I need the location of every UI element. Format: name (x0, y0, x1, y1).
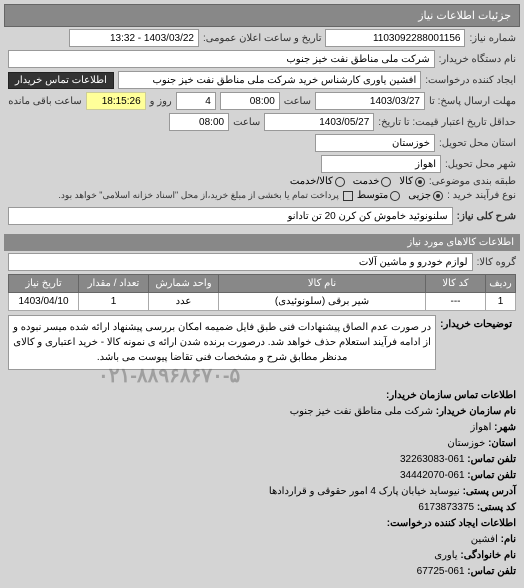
credit-radio-medium[interactable]: متوسط (357, 190, 400, 201)
validity-time: 08:00 (169, 113, 229, 131)
requester-value: افشین یاوری کارشناس خرید شرکت ملی مناطق … (118, 71, 421, 89)
radio-icon (381, 177, 391, 187)
desc-text: در صورت عدم الصاق پیشنهادات فنی طبق فایل… (8, 315, 436, 370)
city-value: اهواز (321, 155, 441, 173)
radio-icon (433, 191, 443, 201)
page-header: جزئیات اطلاعات نیاز (4, 4, 520, 27)
main-desc-label: شرح کلی نیاز: (457, 211, 516, 222)
province-value: خوزستان (315, 134, 435, 152)
radio-icon (415, 177, 425, 187)
radio-icon (390, 191, 400, 201)
announce-label: تاریخ و ساعت اعلان عمومی: (203, 33, 322, 44)
buyer-value: شرکت ملی مناطق نفت خیز جنوب (8, 50, 435, 68)
budget-radio-kala[interactable]: کالا (399, 176, 425, 187)
group-label: گروه کالا: (477, 257, 516, 268)
remaining-label: ساعت باقی مانده (8, 96, 81, 107)
cell-row: 1 (486, 293, 516, 311)
remaining-time: 18:15:26 (86, 92, 146, 110)
radio-icon (335, 177, 345, 187)
deadline-label: مهلت ارسال پاسخ: تا (429, 96, 516, 107)
budget-label: طبقه بندی موضوعی: (429, 176, 516, 187)
buyer-label: نام دستگاه خریدار: (439, 54, 516, 65)
contact-province: استان: خوزستان (8, 436, 516, 452)
cell-qty: 1 (79, 293, 149, 311)
requester-label: ایجاد کننده درخواست: (425, 75, 516, 86)
col-name: نام کالا (219, 275, 426, 293)
table-row: 1 --- شیر برقی (سلونوئیدی) عدد 1 1403/04… (9, 293, 516, 311)
page-title: جزئیات اطلاعات نیاز (418, 10, 511, 22)
goods-section-title: اطلاعات کالاهای مورد نیاز (407, 237, 514, 248)
col-qty: تعداد / مقدار (79, 275, 149, 293)
contact-phone: تلفن تماس: 061-32263083 (8, 452, 516, 468)
contact-buyer-button[interactable]: اطلاعات تماس خریدار (8, 72, 114, 89)
days-count: 4 (176, 92, 216, 110)
credit-note: پرداخت تمام یا بخشی از مبلغ خرید،از محل … (58, 190, 338, 201)
number-label: شماره نیاز: (469, 33, 516, 44)
time-label-2: ساعت (233, 117, 260, 128)
goods-section-header: اطلاعات کالاهای مورد نیاز (4, 234, 520, 251)
budget-opt2: خدمت (353, 176, 380, 187)
deadline-time: 08:00 (220, 92, 280, 110)
days-label: روز و (150, 96, 172, 107)
contact-section-title: اطلاعات تماس سازمان خریدار: (8, 388, 516, 404)
cell-name: شیر برقی (سلونوئیدی) (219, 293, 426, 311)
cell-date: 1403/04/10 (9, 293, 79, 311)
cell-unit: عدد (149, 293, 219, 311)
table-header-row: ردیف کد کالا نام کالا واحد شمارش تعداد /… (9, 275, 516, 293)
city-label: شهر محل تحویل: (445, 159, 516, 170)
col-row: ردیف (486, 275, 516, 293)
validity-date: 1403/05/27 (264, 113, 374, 131)
contact-city: شهر: اهواز (8, 420, 516, 436)
creator-phone: تلفن تماس: 061-67725 (8, 564, 516, 580)
contact-fax: تلفن تماس: 061-34442070 (8, 468, 516, 484)
group-value: لوازم خودرو و ماشین آلات (8, 253, 473, 271)
budget-radio-service[interactable]: خدمت (353, 176, 392, 187)
col-date: تاریخ نیاز (9, 275, 79, 293)
announce-value: 1403/03/22 - 13:32 (69, 29, 199, 47)
number-value: 1103092288001156 (325, 29, 465, 47)
contact-org: نام سازمان خریدار: شرکت ملی مناطق نفت خی… (8, 404, 516, 420)
budget-opt1: کالا (399, 176, 413, 187)
treasury-checkbox[interactable] (343, 191, 353, 201)
budget-radio-both[interactable]: کالا/خدمت (290, 176, 345, 187)
credit-opt1: جزیی (408, 190, 431, 201)
cell-code: --- (426, 293, 486, 311)
main-desc-value: سلنونوئید خاموش کن کرن 20 تن تادانو (8, 207, 453, 225)
budget-opt3: کالا/خدمت (290, 176, 333, 187)
col-unit: واحد شمارش (149, 275, 219, 293)
credit-opt2: متوسط (357, 190, 388, 201)
col-code: کد کالا (426, 275, 486, 293)
credit-radio-minor[interactable]: جزیی (408, 190, 443, 201)
creator-lastname: نام خانوادگی: یاوری (8, 548, 516, 564)
credit-label: نوع فرآیند خرید : (447, 190, 516, 201)
deadline-date: 1403/03/27 (315, 92, 425, 110)
time-label-1: ساعت (284, 96, 311, 107)
contact-postal: کد پستی: 6173873375 (8, 500, 516, 516)
province-label: استان محل تحویل: (439, 138, 516, 149)
contact-address: آدرس پستی: نیوساید خیابان پارک 4 امور حق… (8, 484, 516, 500)
goods-table: ردیف کد کالا نام کالا واحد شمارش تعداد /… (8, 274, 516, 311)
validity-label: حداقل تاریخ اعتبار قیمت: تا تاریخ: (378, 117, 516, 128)
creator-title: اطلاعات ایجاد کننده درخواست: (8, 516, 516, 532)
creator-name: نام: افشین (8, 532, 516, 548)
desc-label: توضیحات خریدار: (436, 315, 516, 370)
